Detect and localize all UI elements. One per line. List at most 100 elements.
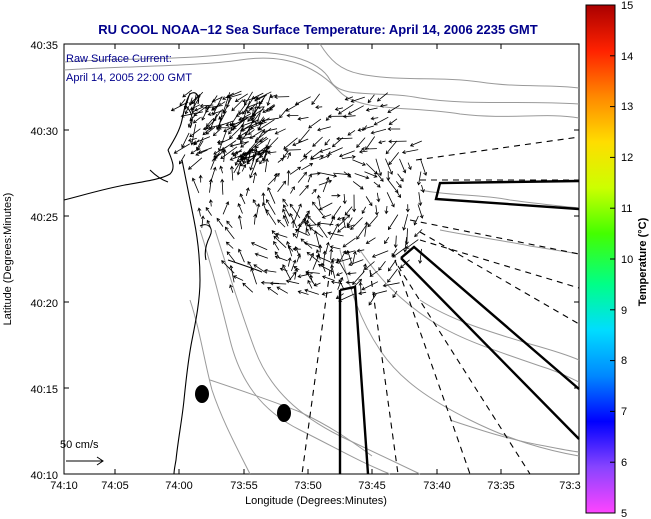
x-tick-label: 74:05: [101, 480, 129, 492]
current-vector: [247, 260, 253, 269]
current-vector: [232, 149, 242, 157]
current-vector: [212, 129, 221, 137]
current-vector: [304, 288, 319, 295]
current-vector: [361, 206, 367, 214]
current-vector: [337, 276, 344, 290]
current-vector: [341, 216, 346, 229]
current-vector: [329, 215, 335, 227]
current-vector: [266, 93, 272, 106]
colorbar: 15 14 13 12 11 10 9 8 7 6 5 Temperature …: [585, 0, 649, 519]
current-vector: [378, 261, 386, 271]
scale-arrow: [66, 456, 104, 466]
current-vector: [214, 152, 221, 160]
current-vector: [294, 246, 301, 259]
current-vector: [307, 173, 313, 183]
current-vector: [388, 152, 400, 166]
current-vector: [246, 103, 256, 114]
current-vector: [312, 136, 323, 147]
current-vector: [364, 221, 369, 237]
current-vector: [242, 282, 254, 293]
current-vector: [189, 112, 198, 122]
current-vector: [417, 204, 424, 219]
current-vector: [387, 214, 399, 231]
current-vector: [262, 104, 275, 113]
current-vector: [321, 291, 333, 296]
current-vector: [325, 241, 330, 255]
current-vector: [206, 118, 214, 127]
current-vector: [301, 163, 314, 171]
current-vector: [220, 146, 238, 160]
current-vector: [222, 92, 235, 100]
current-vector: [409, 140, 422, 147]
shipping-lanes: [338, 179, 580, 475]
current-vector: [254, 94, 267, 102]
colorbar-tick-label: 14: [621, 51, 633, 63]
current-vector: [282, 214, 289, 227]
current-vector: [376, 92, 389, 102]
current-vector: [322, 176, 330, 193]
current-vector: [218, 114, 224, 120]
current-vector: [170, 101, 189, 112]
current-vector: [273, 240, 280, 251]
current-vector: [297, 171, 308, 183]
x-tick-label: 73:55: [230, 480, 258, 492]
current-vector: [319, 172, 338, 178]
current-vector: [241, 149, 257, 156]
current-vector: [401, 149, 419, 155]
current-vector: [275, 232, 288, 238]
current-vector: [300, 210, 310, 224]
current-vector: [308, 118, 322, 129]
current-vector: [310, 154, 325, 161]
scale-label: 50 cm/s: [60, 439, 99, 451]
current-vector: [242, 96, 258, 103]
current-vector: [356, 137, 366, 148]
current-vector: [365, 107, 378, 112]
current-vector: [387, 268, 398, 283]
current-vector: [251, 92, 264, 100]
current-vector: [386, 170, 391, 182]
current-vector: [382, 282, 400, 288]
x-tick-label: 74:10: [50, 480, 78, 492]
current-vector: [200, 215, 205, 228]
current-vector: [238, 248, 245, 263]
current-vector: [286, 240, 293, 257]
current-vector: [247, 129, 255, 135]
current-vector: [357, 125, 374, 132]
current-vector: [220, 178, 225, 195]
current-vector: [223, 125, 236, 133]
current-vector: [321, 275, 334, 281]
surface-current-vectors: [170, 89, 428, 306]
current-vector: [342, 193, 347, 205]
current-vector: [395, 181, 402, 189]
y-tick-label: 40:10: [30, 470, 58, 482]
current-vector: [245, 187, 250, 197]
colorbar-tick-label: 11: [621, 203, 632, 215]
current-vector: [348, 259, 364, 266]
current-vector: [311, 171, 321, 176]
current-vector: [252, 171, 257, 184]
current-vector: [276, 286, 289, 294]
coastline: [63, 92, 263, 475]
current-vector: [188, 157, 203, 170]
current-vector: [342, 237, 356, 248]
current-vector: [388, 180, 399, 194]
current-vector: [396, 192, 402, 199]
current-vector: [317, 263, 334, 273]
current-vector: [384, 205, 389, 215]
current-vector: [255, 203, 261, 218]
current-vector: [253, 213, 258, 225]
current-vector: [222, 149, 227, 163]
current-vector: [388, 118, 398, 125]
current-vector: [368, 293, 377, 306]
current-vector: [387, 105, 400, 113]
current-vector: [329, 223, 339, 240]
current-vector: [313, 282, 321, 287]
current-vector: [305, 219, 310, 234]
current-vector: [352, 159, 366, 166]
current-vector: [226, 220, 233, 229]
current-vector: [258, 119, 275, 131]
current-vector: [250, 242, 268, 251]
colorbar-tick-label: 13: [621, 101, 633, 113]
current-vector: [303, 241, 320, 248]
current-vector: [420, 158, 428, 176]
